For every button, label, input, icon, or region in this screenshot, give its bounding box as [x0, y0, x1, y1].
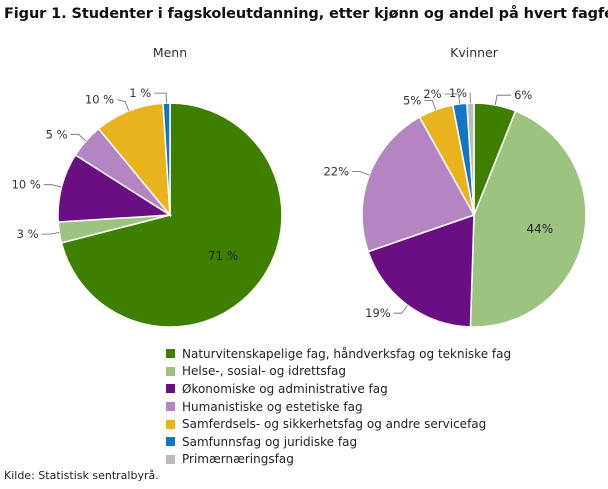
legend-label: Samferdsels- og sikkerhetsfag og andre s…	[182, 417, 487, 432]
legend-item: Økonomiske og administrative fag	[166, 380, 511, 398]
data-label: 10 %	[85, 93, 114, 107]
legend-label: Samfunnsfag og juridiske fag	[182, 434, 358, 449]
data-label: 44%	[526, 222, 553, 236]
data-label: 22%	[323, 165, 349, 179]
source-note: Kilde: Statistisk sentralbyrå.	[4, 469, 159, 482]
legend-item: Humanistiske og estetiske fag	[166, 398, 511, 416]
figure-title: Figur 1. Studenter i fagskoleutdanning, …	[4, 6, 608, 22]
pie-0: Menn 71 % 3 % 10 % 5 % 10 % 1 %	[12, 45, 283, 328]
leader-line	[43, 184, 62, 188]
legend-item: Primærnæringsfag	[166, 451, 511, 469]
legend-label: Økonomiske og administrative fag	[182, 381, 388, 396]
leader-line	[393, 304, 408, 314]
leader-line	[444, 93, 461, 104]
pie-title: Kvinner	[450, 45, 499, 60]
legend-swatch	[166, 366, 175, 376]
pie-1: Kvinner 6% 44% 19% 22% 5% 2% 1%	[323, 45, 587, 328]
pie-title: Menn	[153, 45, 187, 60]
data-label: 19%	[365, 306, 391, 320]
legend-item: Samferdsels- og sikkerhetsfag og andre s…	[166, 415, 511, 433]
legend-swatch	[166, 454, 175, 464]
leader-line	[352, 171, 370, 176]
leader-line	[494, 94, 512, 106]
legend-item: Samfunnsfag og juridiske fag	[166, 433, 511, 451]
leader-line	[70, 133, 87, 142]
data-label: 71 %	[208, 249, 239, 263]
legend-swatch	[166, 419, 175, 429]
legend-item: Naturvitenskapelige fag, håndverksfag og…	[166, 345, 511, 363]
legend-label: Humanistiske og estetiske fag	[182, 399, 363, 414]
pie-charts: Menn 71 % 3 % 10 % 5 % 10 % 1 % Kvinner 6% 44% 19%…	[12, 45, 587, 328]
leader-line	[154, 92, 167, 104]
leader-line	[41, 232, 60, 235]
data-label: 5%	[403, 93, 421, 107]
leader-line	[424, 100, 437, 110]
data-label: 2%	[423, 87, 441, 101]
legend-swatch	[166, 437, 175, 447]
data-label: 3 %	[17, 227, 39, 241]
legend-swatch	[166, 402, 175, 412]
legend: Naturvitenskapelige fag, håndverksfag og…	[166, 345, 511, 468]
legend-label: Helse-, sosial- og idrettsfag	[182, 364, 346, 379]
data-label: 5 %	[46, 127, 68, 141]
legend-swatch	[166, 384, 175, 394]
data-label: 1 %	[129, 86, 151, 100]
leader-line	[117, 99, 130, 112]
legend-label: Naturvitenskapelige fag, håndverksfag og…	[182, 346, 512, 361]
legend-swatch	[166, 349, 175, 359]
legend-label: Primærnæringsfag	[182, 452, 294, 467]
data-label: 1%	[449, 86, 467, 100]
pie-slice	[60, 102, 283, 328]
data-label: 6%	[514, 88, 532, 102]
legend-item: Helse-, sosial- og idrettsfag	[166, 363, 511, 381]
pie-slice	[469, 110, 587, 328]
data-label: 10 %	[12, 178, 41, 192]
